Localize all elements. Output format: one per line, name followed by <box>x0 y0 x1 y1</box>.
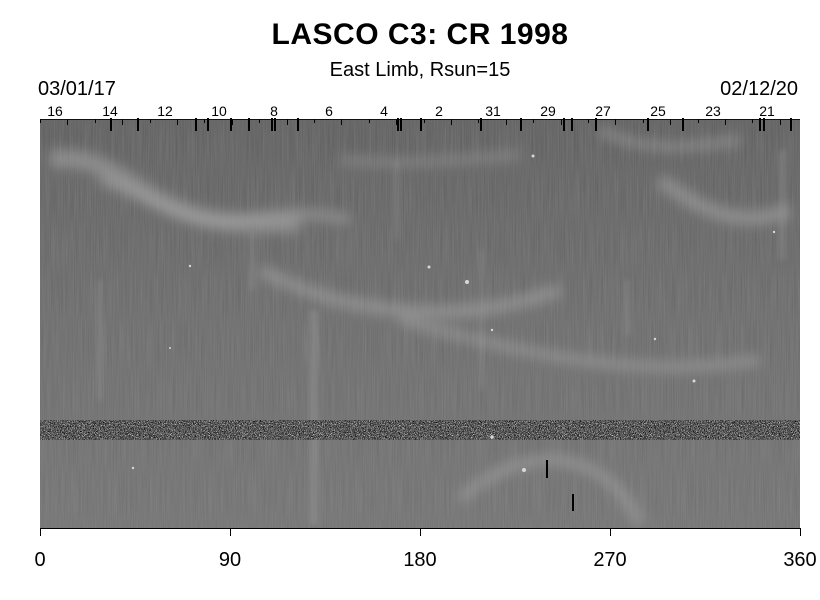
top-tick-mark <box>369 119 370 123</box>
observation-tick <box>137 118 139 131</box>
observation-tick <box>420 118 422 131</box>
observation-tick <box>274 118 276 131</box>
observation-tick <box>195 118 197 131</box>
observation-tick <box>759 118 761 131</box>
observation-tick <box>297 118 299 131</box>
x-tick-label: 90 <box>218 549 242 571</box>
top-day-label: 31 <box>485 103 501 119</box>
top-day-label: 8 <box>270 103 278 119</box>
observation-tick <box>248 118 250 131</box>
top-tick-mark <box>725 119 726 125</box>
observation-tick <box>563 118 565 131</box>
top-day-label: 27 <box>595 103 611 119</box>
observation-tick <box>682 118 684 131</box>
top-tick-mark <box>95 119 96 123</box>
top-tick-mark <box>396 119 397 125</box>
top-tick-mark <box>259 119 260 123</box>
top-tick-mark <box>643 119 644 123</box>
top-day-label: 25 <box>650 103 666 119</box>
observation-tick <box>595 118 597 131</box>
observation-tick <box>207 118 209 131</box>
observation-tick <box>763 118 765 131</box>
x-tick-label: 270 <box>593 549 627 571</box>
top-day-label: 10 <box>211 103 227 119</box>
top-tick-mark <box>451 119 452 125</box>
coronagraph-carrington-map <box>40 119 800 529</box>
end-date-label: 02/12/20 <box>720 78 798 100</box>
top-tick-mark <box>561 119 562 125</box>
x-tick-label: 180 <box>403 549 437 571</box>
carrington-map-image <box>40 120 800 529</box>
x-tick-mark <box>230 528 231 536</box>
top-tick-mark <box>533 119 534 123</box>
top-tick-mark <box>177 119 178 125</box>
top-tick-mark <box>615 119 616 125</box>
observation-tick <box>397 118 399 131</box>
top-tick-mark <box>67 119 68 125</box>
observation-tick <box>790 118 792 131</box>
plot-subtitle: East Limb, Rsun=15 <box>329 59 511 81</box>
top-tick-mark <box>314 119 315 123</box>
top-tick-mark <box>698 119 699 123</box>
top-day-label: 14 <box>102 103 118 119</box>
observation-tick <box>400 118 402 131</box>
top-tick-mark <box>506 119 507 125</box>
observation-tick <box>571 118 573 131</box>
top-day-label: 6 <box>325 103 333 119</box>
top-day-label: 2 <box>435 103 443 119</box>
observation-tick <box>230 118 232 131</box>
observation-tick <box>110 118 112 131</box>
top-tick-mark <box>150 119 151 123</box>
top-tick-mark <box>424 119 425 123</box>
top-tick-mark <box>341 119 342 125</box>
top-tick-mark <box>232 119 233 125</box>
top-tick-mark <box>40 119 41 123</box>
start-date-label: 03/01/17 <box>38 78 116 100</box>
x-tick-mark <box>40 528 41 536</box>
top-tick-mark <box>752 119 753 123</box>
plot-title: LASCO C3: CR 1998 <box>271 18 569 51</box>
x-tick-mark <box>420 528 421 536</box>
x-tick-mark <box>610 528 611 536</box>
top-day-label: 16 <box>47 103 63 119</box>
top-day-label: 4 <box>380 103 388 119</box>
x-tick-label: 360 <box>783 549 817 571</box>
x-tick-label: 0 <box>34 549 46 571</box>
observation-tick <box>271 118 273 131</box>
top-day-label: 23 <box>705 103 721 119</box>
top-tick-mark <box>588 119 589 123</box>
top-tick-mark <box>122 119 123 125</box>
observation-tick <box>647 118 649 131</box>
top-tick-mark <box>780 119 781 125</box>
observation-tick <box>520 118 522 131</box>
top-tick-mark <box>478 119 479 123</box>
top-tick-mark <box>204 119 205 123</box>
top-day-label: 21 <box>759 103 775 119</box>
top-day-label: 29 <box>540 103 556 119</box>
top-tick-mark <box>287 119 288 125</box>
top-tick-mark <box>670 119 671 125</box>
x-tick-mark <box>800 528 801 536</box>
observation-tick <box>480 118 482 131</box>
top-day-label: 12 <box>157 103 173 119</box>
